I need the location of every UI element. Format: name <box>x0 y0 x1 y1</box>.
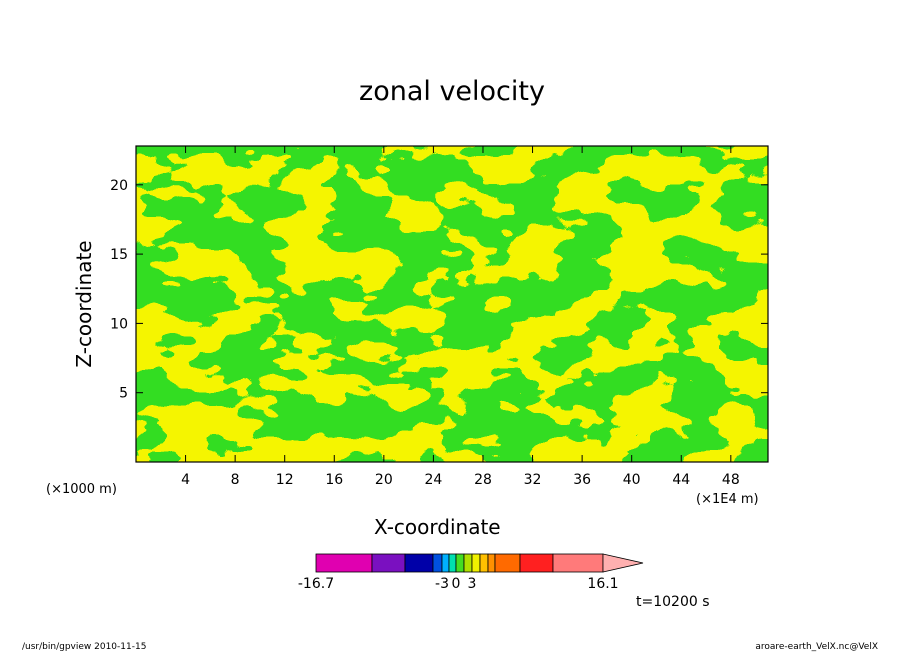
colorbar-bin <box>552 553 604 573</box>
colorbar-tick-label: 16.1 <box>587 576 618 592</box>
footer-left: /usr/bin/gpview 2010-11-15 <box>22 642 147 652</box>
colorbar: -16.7 -3 0 3 16.1 <box>298 553 644 592</box>
y-tick-label: 10 <box>110 316 128 332</box>
x-tick-label: 12 <box>276 472 294 488</box>
x-tick-label: 40 <box>623 472 641 488</box>
colorbar-bin <box>432 553 443 573</box>
x-axis-unit: (×1E4 m) <box>696 492 759 507</box>
y-axis-label: Z-coordinate <box>72 240 96 368</box>
colorbar-bin <box>371 553 406 573</box>
colorbar-bin <box>441 553 450 573</box>
x-tick-label: 20 <box>375 472 393 488</box>
colorbar-bin <box>479 553 489 573</box>
x-tick-label: 44 <box>672 472 690 488</box>
x-tick-label: 24 <box>424 472 442 488</box>
x-tick-label: 32 <box>524 472 542 488</box>
x-ticks: 4 8 12 16 20 24 28 32 36 40 44 48 <box>181 146 740 488</box>
colorbar-extend-arrow <box>602 553 644 573</box>
colorbar-bin <box>463 553 473 573</box>
colorbar-bin <box>487 553 496 573</box>
colorbar-tick-label: -16.7 <box>298 576 334 592</box>
colorbar-tick-label: 3 <box>468 576 477 592</box>
plot-frame <box>135 145 769 463</box>
colorbar-bin <box>494 553 521 573</box>
colorbar-tick-label: -3 <box>435 576 449 592</box>
y-ticks: 5 10 15 20 <box>110 178 768 402</box>
y-tick-label: 5 <box>119 386 128 402</box>
colorbar-bin <box>471 553 481 573</box>
y-tick-label: 15 <box>110 247 128 263</box>
chart-title: zonal velocity <box>359 76 545 107</box>
x-tick-label: 36 <box>573 472 591 488</box>
x-tick-label: 48 <box>722 472 740 488</box>
x-tick-label: 16 <box>325 472 343 488</box>
colorbar-bin <box>519 553 554 573</box>
footer-right: aroare-earth_VelX.nc@VelX <box>755 642 878 652</box>
colorbar-bin <box>404 553 434 573</box>
time-annotation: t=10200 s <box>636 594 710 610</box>
colorbar-bin <box>455 553 465 573</box>
colorbar-bin <box>315 553 373 573</box>
x-tick-label: 28 <box>474 472 492 488</box>
field-positive-regions <box>136 146 768 462</box>
x-tick-label: 8 <box>231 472 240 488</box>
y-tick-label: 20 <box>110 178 128 194</box>
x-tick-label: 4 <box>181 472 190 488</box>
colorbar-bin <box>448 553 457 573</box>
x-axis-label: X-coordinate <box>374 515 501 539</box>
y-axis-unit: (×1000 m) <box>46 482 117 497</box>
colorbar-tick-label: 0 <box>452 576 461 592</box>
